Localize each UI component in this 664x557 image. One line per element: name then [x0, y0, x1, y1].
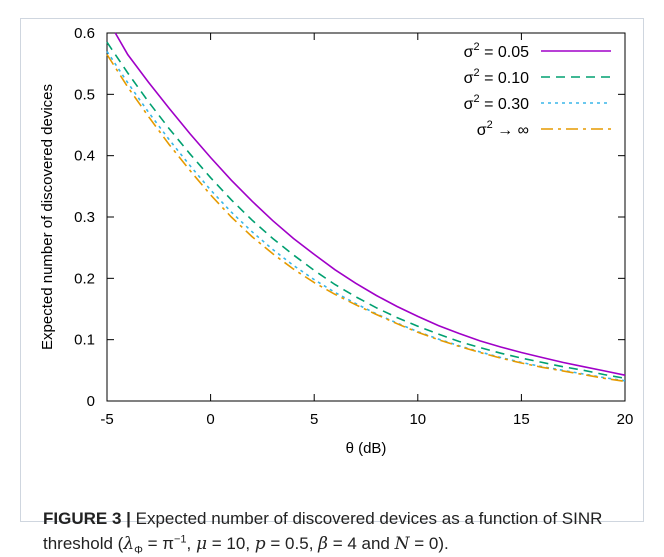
caption-beta-value: = 4 and: [327, 534, 395, 553]
x-tick-label: 15: [513, 411, 530, 428]
series-line-1: [114, 32, 626, 376]
series-line-2: [106, 41, 626, 380]
figure-caption: FIGURE 3 | Expected number of discovered…: [43, 506, 663, 557]
series-line-4: [106, 54, 626, 383]
series-layer: [106, 32, 626, 383]
y-tick-label: 0.2: [74, 270, 95, 287]
caption-mu: μ: [196, 534, 208, 554]
caption-figure-label: FIGURE 3 |: [43, 509, 131, 528]
axis-ticks: -5 0 5 10 15 20 0 0.1 0.2 0.3 0.4 0.5 0.6: [74, 25, 633, 428]
y-tick-label: 0.5: [74, 86, 95, 103]
series-line-3: [106, 50, 626, 382]
caption-eq-pi: = π: [142, 534, 174, 553]
caption-p-value: = 0.5,: [265, 534, 319, 553]
legend-label-1: σ2 = 0.05: [464, 41, 529, 61]
y-tick-label: 0.6: [74, 25, 95, 42]
caption-mu-value: = 10,: [207, 534, 255, 553]
y-axis-label: Expected number of discovered devices: [39, 84, 56, 350]
caption-sep: ,: [186, 534, 196, 553]
caption-n-value: = 0).: [409, 534, 449, 553]
x-tick-label: 10: [409, 411, 426, 428]
legend: σ2 = 0.05 σ2 = 0.10 σ2 = 0.30 σ2 → ∞: [464, 41, 611, 139]
y-tick-label: 0.4: [74, 148, 95, 165]
figure-panel: -5 0 5 10 15 20 0 0.1 0.2 0.3 0.4 0.5 0.6 σ2 = 0.05 σ…: [20, 18, 644, 556]
x-axis-label: θ (dB): [346, 440, 387, 457]
caption-p: p: [254, 534, 266, 554]
x-tick-label: 5: [310, 411, 318, 428]
x-tick-label: 0: [206, 411, 214, 428]
y-tick-label: 0.3: [74, 209, 95, 226]
y-tick-label: 0: [87, 393, 95, 410]
legend-label-2: σ2 = 0.10: [464, 67, 529, 87]
y-tick-label: 0.1: [74, 332, 95, 349]
caption-n: N: [394, 534, 410, 554]
caption-pi-sup: −1: [174, 533, 187, 546]
legend-label-4: σ2 → ∞: [477, 119, 529, 139]
caption-lambda-sub: Φ: [134, 544, 143, 557]
caption-beta: β: [318, 534, 328, 554]
x-tick-label: 20: [617, 411, 634, 428]
x-tick-label: -5: [100, 411, 113, 428]
caption-lambda: λ: [123, 534, 135, 554]
legend-label-3: σ2 = 0.30: [464, 93, 529, 113]
plot-frame: [106, 32, 626, 402]
